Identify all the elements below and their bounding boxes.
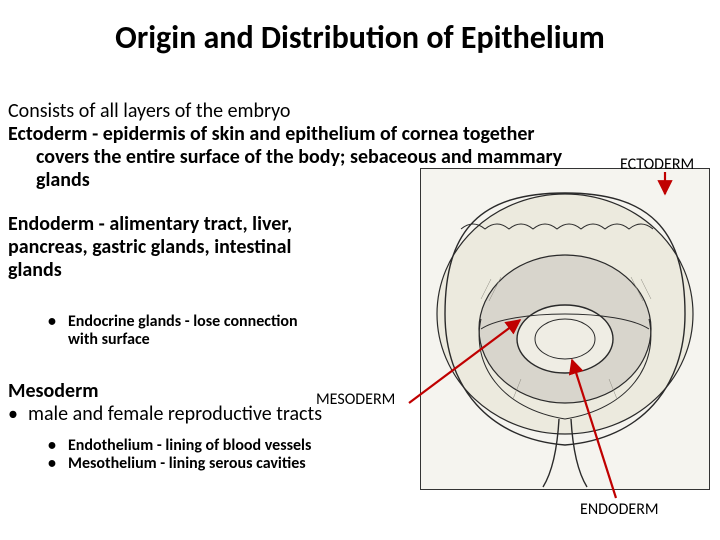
- mesoderm-sub-2: Mesothelium - lining serous cavities: [68, 455, 428, 473]
- bullet-icon: •: [48, 437, 68, 455]
- endoderm-sublist: • Endocrine glands - lose connection wit…: [48, 313, 328, 350]
- mesoderm-sub-1: Endothelium - lining of blood vessels: [68, 437, 428, 455]
- callout-ectoderm: ECTODERM: [620, 155, 694, 174]
- bullet-icon: •: [48, 455, 68, 473]
- embryo-sketch-icon: [421, 169, 709, 489]
- ectoderm-term: Ectoderm: [8, 122, 88, 146]
- embryo-figure: [420, 168, 710, 490]
- callout-endoderm: ENDODERM: [580, 500, 659, 519]
- callout-mesoderm: MESODERM: [316, 390, 395, 409]
- endoderm-term: Endoderm: [8, 212, 94, 236]
- bullet-icon: •: [8, 403, 28, 426]
- ectoderm-line: Ectoderm - epidermis of skin and epithel…: [8, 123, 708, 146]
- endoderm-block: Endoderm - alimentary tract, liver, panc…: [8, 213, 328, 282]
- endoderm-sub-item: Endocrine glands - lose connection with …: [68, 313, 328, 350]
- ectoderm-desc-1: - epidermis of skin and epithelium of co…: [88, 122, 535, 146]
- intro-line: Consists of all layers of the embryo: [8, 100, 708, 123]
- page-title: Origin and Distribution of Epithelium: [0, 18, 720, 57]
- bullet-icon: •: [48, 313, 68, 350]
- mesoderm-sublist: • Endothelium - lining of blood vessels …: [48, 437, 428, 474]
